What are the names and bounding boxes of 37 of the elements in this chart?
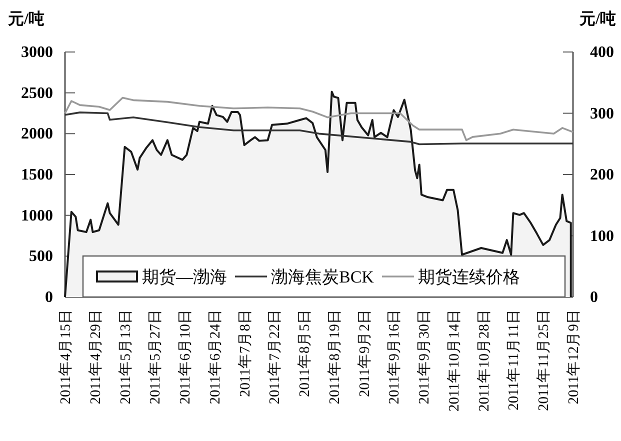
x-tick-label: 2011年6月10日 bbox=[176, 309, 194, 404]
y2-tick-label: 400 bbox=[590, 44, 614, 61]
x-tick-label: 2011年11月11日 bbox=[505, 309, 522, 410]
x-tick-label: 2011年6月24日 bbox=[206, 309, 224, 404]
y-tick-label: 0 bbox=[45, 289, 53, 306]
y-tick-label: 3000 bbox=[21, 44, 53, 61]
x-tick-label: 2011年9月2日 bbox=[356, 309, 373, 397]
y-tick-label: 1000 bbox=[21, 207, 53, 224]
y2-tick-label: 300 bbox=[590, 105, 614, 122]
y-tick-label: 2500 bbox=[21, 84, 53, 102]
y-tick-label: 500 bbox=[29, 248, 53, 266]
legend-label: 渤海焦炭BCK bbox=[271, 268, 375, 286]
x-tick-label: 2011年5月13日 bbox=[116, 309, 134, 404]
x-tick-label: 2011年4月15日 bbox=[57, 309, 74, 404]
y-tick-label: 1500 bbox=[21, 166, 53, 184]
x-tick-label: 2011年9月30日 bbox=[416, 309, 433, 404]
legend-label: 期货连续价格 bbox=[418, 268, 520, 286]
x-tick-label: 2011年12月9日 bbox=[565, 309, 582, 404]
x-tick-label: 2011年8月5日 bbox=[296, 309, 314, 397]
x-tick-label: 2011年9月16日 bbox=[386, 309, 403, 404]
x-tick-label: 2011年7月22日 bbox=[266, 309, 284, 404]
x-tick-label: 2011年11月25日 bbox=[535, 309, 552, 411]
x-tick-label: 2011年5月27日 bbox=[146, 309, 164, 404]
x-tick-label: 2011年7月8日 bbox=[236, 309, 254, 397]
y-tick-label: 2000 bbox=[21, 126, 53, 143]
y2-tick-label: 0 bbox=[590, 289, 598, 306]
series-label: 期货—渤海 bbox=[142, 268, 227, 286]
line-series bbox=[64, 112, 574, 146]
y2-axis-title: 元/吨 bbox=[578, 10, 616, 28]
y2-tick-label: 200 bbox=[590, 166, 614, 184]
x-tick-label: 2011年10月28日 bbox=[475, 309, 492, 412]
y-axis-title: 元/吨 bbox=[7, 10, 44, 28]
x-tick-label: 2011年4月29日 bbox=[86, 309, 104, 404]
x-tick-label: 2011年10月14日 bbox=[445, 309, 462, 412]
y2-tick-label: 100 bbox=[590, 228, 614, 245]
x-tick-label: 2011年8月19日 bbox=[326, 309, 343, 404]
line-series bbox=[64, 96, 574, 142]
